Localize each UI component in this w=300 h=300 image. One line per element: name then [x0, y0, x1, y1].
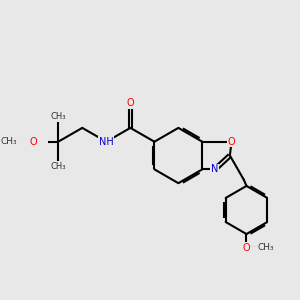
Text: CH₃: CH₃ [257, 243, 274, 252]
Text: CH₃: CH₃ [0, 137, 17, 146]
Text: NH: NH [99, 137, 114, 147]
Text: CH₃: CH₃ [50, 112, 66, 121]
Text: CH₃: CH₃ [50, 162, 66, 171]
Text: O: O [228, 137, 235, 147]
Text: O: O [127, 98, 134, 108]
Text: O: O [243, 243, 250, 253]
Text: N: N [211, 164, 219, 174]
Text: O: O [29, 137, 37, 147]
